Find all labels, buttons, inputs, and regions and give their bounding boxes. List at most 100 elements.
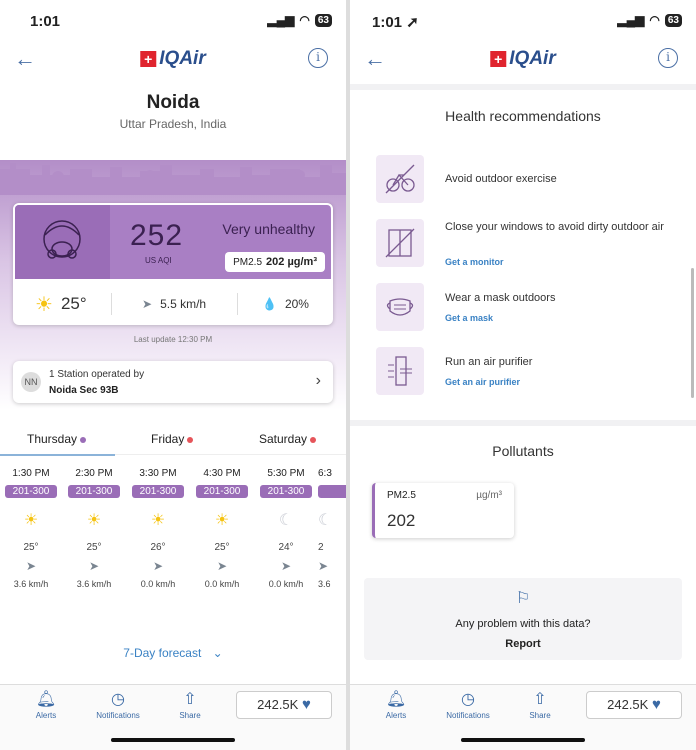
nav-label: Share: [529, 711, 551, 720]
clock-icon: ◷: [111, 691, 125, 708]
nav-label: Alerts: [385, 711, 407, 720]
seven-day-forecast-link[interactable]: 7-Day forecast ⌄: [0, 646, 346, 660]
rec-text: Avoid outdoor exercise: [445, 173, 557, 185]
temperature: 25°: [60, 294, 87, 313]
gas-mask-face-icon: [15, 205, 110, 279]
divider: [237, 293, 238, 315]
section-divider: [350, 84, 696, 90]
like-button[interactable]: 242.5K ♥: [236, 691, 332, 719]
nav-notifications[interactable]: ◷ Notifications: [438, 689, 498, 720]
status-time: 1:01 ➚: [372, 14, 419, 31]
battery-icon: 63: [664, 13, 682, 27]
rec-mask: Wear a mask outdoors Get a mask: [376, 283, 686, 333]
pollutant-card[interactable]: PM2.5 µg/m³ 202: [372, 483, 514, 538]
like-count: 242.5K: [257, 697, 299, 712]
hour-temp: 25°: [86, 542, 102, 553]
info-icon[interactable]: i: [308, 48, 328, 68]
share-icon: ⇧: [183, 691, 197, 708]
hour-temp: 24°: [278, 542, 294, 553]
nav-alerts[interactable]: 🔔︎ Alerts: [366, 689, 426, 720]
aqi-unit: US AQI: [145, 256, 172, 265]
hour-temp: 26°: [150, 542, 166, 553]
pollutant-value: 202 µg/m³: [266, 256, 317, 268]
divider: [111, 293, 112, 315]
pollutant-label: PM2.5: [233, 257, 263, 268]
city-skyline: [0, 163, 346, 195]
get-mask-link[interactable]: Get a mask: [445, 313, 494, 323]
closed-window-icon: [376, 219, 424, 267]
hour-wind: 0.0 km/h: [268, 579, 304, 589]
hourly-forecast[interactable]: 1:30 PM 201-300 ☀ 25° ➤ 3.6 km/h 2:30 PM…: [0, 468, 346, 608]
nav-share[interactable]: ⇧ Share: [510, 689, 570, 720]
get-monitor-link[interactable]: Get a monitor: [445, 257, 504, 267]
face-mask-icon: [376, 283, 424, 331]
tab-saturday[interactable]: Saturday: [259, 432, 317, 446]
hour-time: 2:30 PM: [75, 468, 113, 479]
aqi-range-badge: 201-300: [196, 485, 248, 498]
aqi-range-badge: 201-300: [68, 485, 120, 498]
weather-wind-cell: ➤ 5.5 km/h: [112, 297, 237, 311]
aqi-dot: [80, 436, 87, 443]
health-title: Health recommendations: [445, 108, 601, 124]
hour-column: 4:30 PM 201-300 ☀ 25° ➤ 0.0 km/h: [194, 468, 250, 589]
tab-label: Saturday: [259, 432, 308, 446]
aqi-card[interactable]: 252 US AQI Very unhealthy PM2.5 202 µg/m³…: [13, 203, 333, 325]
back-arrow-icon[interactable]: ←: [14, 46, 36, 71]
problem-question: Any problem with this data?: [455, 618, 591, 630]
heart-icon: ♥: [301, 696, 311, 713]
report-button[interactable]: Report: [505, 638, 541, 650]
top-bar: ← + IQAir i: [0, 44, 346, 74]
weather-temp-cell: ☀ 25°: [15, 292, 111, 317]
hour-wind: 0.0 km/h: [140, 579, 176, 589]
nav-share[interactable]: ⇧ Share: [160, 689, 220, 720]
chevron-down-icon: ⌄: [212, 646, 223, 660]
bell-icon: 🔔︎: [35, 691, 57, 708]
no-cycling-icon: [376, 155, 424, 203]
back-arrow-icon[interactable]: ←: [364, 46, 386, 71]
scrollbar[interactable]: [691, 268, 694, 398]
hour-column: 5:30 PM 201-300 ☾ 24° ➤ 0.0 km/h: [258, 468, 314, 589]
moon-icon: ☾: [318, 512, 333, 529]
get-air-purifier-link[interactable]: Get an air purifier: [445, 377, 521, 387]
tab-friday[interactable]: Friday: [151, 432, 194, 446]
bottom-nav: 🔔︎ Alerts ◷ Notifications ⇧ Share 242.5K…: [350, 684, 696, 750]
region-name: Uttar Pradesh, India: [119, 117, 227, 131]
clock-icon: ◷: [461, 691, 475, 708]
station-avatar: NN: [21, 372, 41, 392]
like-button[interactable]: 242.5K ♥: [586, 691, 682, 719]
heart-icon: ♥: [651, 696, 661, 713]
info-icon[interactable]: i: [658, 48, 678, 68]
nav-label: Notifications: [96, 711, 140, 720]
nav-alerts[interactable]: 🔔︎ Alerts: [16, 689, 76, 720]
wind-arrow-icon: ➤: [318, 559, 329, 573]
swiss-cross-icon: +: [490, 51, 507, 67]
wind-arrow-icon: ➤: [142, 297, 153, 311]
weather-row: ☀ 25° ➤ 5.5 km/h 💧 20%: [15, 285, 331, 323]
wifi-icon: ◠: [649, 13, 660, 27]
aqi-status: Very unhealthy: [222, 221, 315, 237]
aqi-range-badge: 201-300: [5, 485, 57, 498]
main-screen: 1:01 ▂▄▆ ◠ 63 ← + IQAir i Noida Uttar Pr…: [0, 0, 346, 750]
status-bar: 1:01 ➚ ▂▄▆ ◠ 63: [350, 0, 696, 40]
iqair-logo: + IQAir: [140, 48, 206, 70]
wind-arrow-icon: ➤: [216, 559, 228, 573]
nav-notifications[interactable]: ◷ Notifications: [88, 689, 148, 720]
hour-temp: 25°: [214, 542, 230, 553]
wind-arrow-icon: ➤: [280, 559, 292, 573]
detail-screen: 1:01 ➚ ▂▄▆ ◠ 63 ← + IQAir i Health recom…: [350, 0, 696, 750]
logo-text: IQAir: [159, 48, 206, 69]
pollutant-name: PM2.5: [387, 490, 416, 501]
hour-time: 4:30 PM: [203, 468, 241, 479]
sun-icon: ☀: [35, 293, 53, 316]
sun-icon: ☀: [86, 512, 102, 529]
wind-arrow-icon: ➤: [152, 559, 164, 573]
nav-label: Alerts: [35, 711, 57, 720]
tab-thursday[interactable]: Thursday: [27, 432, 87, 446]
station-card[interactable]: NN 1 Station operated by Noida Sec 93B ›: [13, 361, 333, 403]
hour-wind: 0.0 km/h: [204, 579, 240, 589]
hour-temp: 2: [318, 542, 324, 553]
share-icon: ⇧: [533, 691, 547, 708]
rec-text: Wear a mask outdoors: [445, 292, 556, 304]
droplet-icon: 💧: [262, 297, 277, 311]
signal-icon: ▂▄▆: [267, 13, 295, 27]
